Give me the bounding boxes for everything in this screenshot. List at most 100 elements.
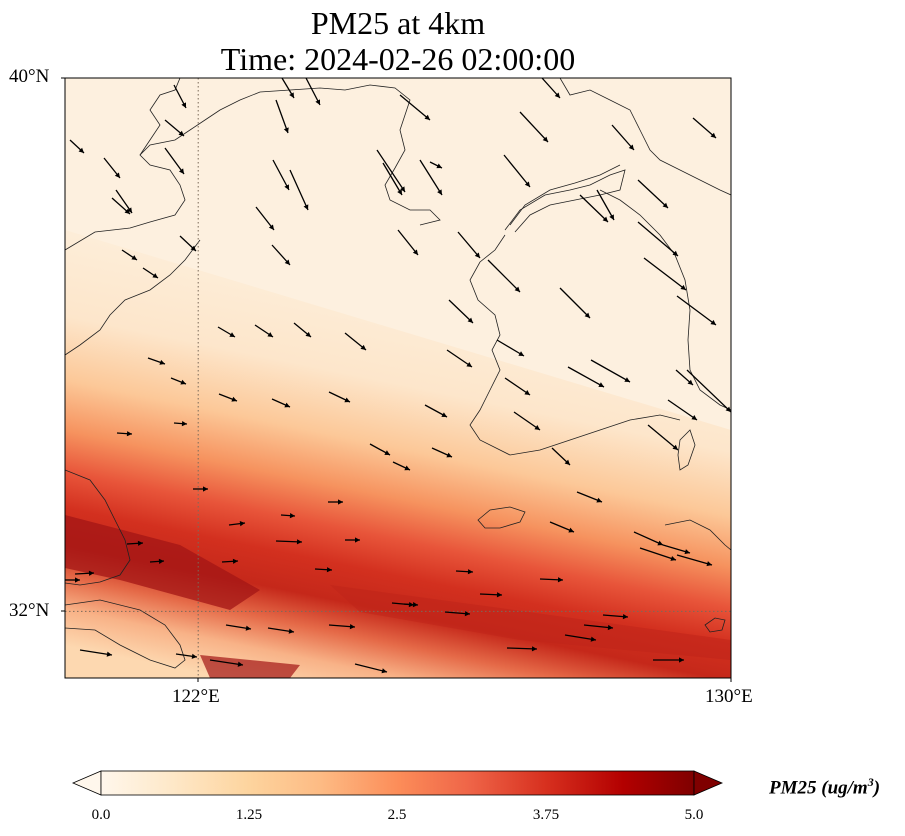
coastline-liaodong bbox=[139, 78, 181, 156]
wind-arrow bbox=[164, 119, 185, 137]
map-title-line2: Time: 2024-02-26 02:00:00 bbox=[220, 41, 576, 77]
wind-arrow bbox=[147, 357, 166, 365]
wind-arrow bbox=[217, 326, 236, 338]
wind-arrow bbox=[579, 194, 609, 223]
wind-arrow bbox=[275, 539, 303, 545]
wind-arrow bbox=[126, 540, 144, 546]
wind-arrow bbox=[369, 443, 391, 456]
wind-arrow bbox=[559, 287, 591, 319]
wind-arrow bbox=[519, 111, 549, 143]
wind-arrow bbox=[496, 339, 525, 357]
wind-arrow bbox=[255, 206, 275, 231]
wind-arrow bbox=[345, 537, 360, 543]
wind-arrow bbox=[583, 624, 614, 631]
wind-arrow bbox=[305, 78, 321, 106]
wind-arrow bbox=[280, 513, 296, 519]
wind-arrow bbox=[504, 377, 531, 396]
pm25-concentration-field bbox=[65, 230, 731, 678]
wind-arrow bbox=[314, 567, 333, 573]
wind-arrow bbox=[567, 366, 605, 388]
wind-arrow bbox=[221, 558, 239, 564]
wind-arrow bbox=[382, 162, 403, 196]
wind-arrow bbox=[328, 624, 356, 630]
wind-arrow bbox=[444, 611, 471, 617]
wind-arrow bbox=[611, 124, 635, 151]
wind-arrow bbox=[639, 547, 677, 561]
wind-arrow bbox=[344, 332, 367, 351]
gridlines bbox=[65, 78, 731, 678]
wind-arrow bbox=[69, 139, 85, 154]
wind-arrow bbox=[103, 157, 121, 179]
wind-arrow bbox=[225, 624, 252, 631]
wind-arrow bbox=[692, 117, 717, 139]
colorbar-tick: 1.25 bbox=[235, 807, 263, 823]
colorbar-label: PM25 (ug/m3) bbox=[769, 775, 880, 799]
wind-arrow bbox=[271, 398, 291, 408]
wind-arrow bbox=[115, 189, 133, 214]
wind-arrow bbox=[218, 393, 238, 402]
colorbar-tick: 3.75 bbox=[532, 807, 560, 823]
wind-arrow bbox=[513, 411, 541, 431]
wind-arrow bbox=[643, 257, 687, 291]
coastline-japan-kyushu bbox=[664, 519, 731, 551]
wind-arrow bbox=[487, 259, 521, 293]
wind-arrow bbox=[676, 295, 717, 326]
wind-arrow bbox=[457, 231, 481, 259]
wind-arrow bbox=[392, 461, 411, 471]
wind-arrow bbox=[429, 161, 443, 169]
coastline-korea-north-2 bbox=[509, 164, 621, 226]
coastline-yangtze bbox=[65, 469, 131, 586]
wind-arrow bbox=[431, 447, 453, 458]
map-frame bbox=[64, 77, 732, 679]
wind-arrow bbox=[675, 369, 694, 386]
wind-arrow bbox=[170, 377, 187, 385]
colorbar-label-suffix: ) bbox=[873, 777, 881, 799]
coastline-korea-west bbox=[469, 234, 681, 456]
coastline-china-north bbox=[65, 84, 441, 251]
wind-arrow bbox=[272, 159, 290, 191]
wind-arrow bbox=[633, 531, 664, 546]
colorbar-gradient bbox=[100, 770, 695, 796]
coastline-yangtze-delta bbox=[65, 599, 186, 669]
colorbar-tick: 2.5 bbox=[387, 807, 407, 823]
wind-arrow bbox=[647, 424, 679, 451]
pm25-band-east bbox=[330, 585, 731, 660]
colorbar bbox=[71, 770, 724, 796]
lon-label-130: 130°E bbox=[705, 686, 753, 707]
coastline-china-east bbox=[65, 239, 201, 356]
wind-arrow bbox=[228, 521, 246, 527]
wind-arrow bbox=[65, 577, 80, 583]
wind-arrow bbox=[121, 249, 138, 261]
wind-arrow bbox=[479, 592, 503, 598]
wind-arrow bbox=[506, 646, 538, 652]
wind-arrow bbox=[173, 84, 187, 109]
wind-arrow bbox=[271, 244, 291, 266]
colorbar-tick: 0.0 bbox=[91, 807, 111, 823]
wind-vectors bbox=[65, 78, 731, 674]
wind-arrow bbox=[173, 421, 188, 427]
pm25-hotspot-south bbox=[200, 655, 300, 678]
wind-arrow bbox=[549, 521, 575, 533]
map-area bbox=[65, 78, 731, 678]
wind-arrow bbox=[419, 159, 443, 196]
map-title-line1: PM25 at 4km bbox=[310, 5, 486, 41]
wind-arrow bbox=[293, 322, 312, 338]
lat-label-40: 40°N bbox=[9, 66, 50, 87]
wind-arrow bbox=[637, 179, 669, 209]
coastline-jeju bbox=[477, 506, 526, 529]
wind-arrow bbox=[602, 614, 629, 620]
colorbar-extend-low bbox=[71, 770, 102, 796]
wind-arrow bbox=[541, 78, 561, 99]
pm25-hotspot-west bbox=[65, 515, 260, 610]
wind-arrow bbox=[209, 659, 244, 667]
colorbar-tick: 5.0 bbox=[684, 807, 704, 823]
wind-arrow bbox=[403, 602, 419, 608]
wind-arrow bbox=[539, 577, 564, 583]
wind-arrow bbox=[179, 235, 197, 252]
wind-arrow bbox=[275, 99, 289, 134]
wind-arrow bbox=[667, 399, 698, 421]
colorbar-extend-high bbox=[693, 770, 724, 796]
wind-arrow bbox=[116, 431, 133, 437]
wind-arrow bbox=[193, 486, 208, 492]
